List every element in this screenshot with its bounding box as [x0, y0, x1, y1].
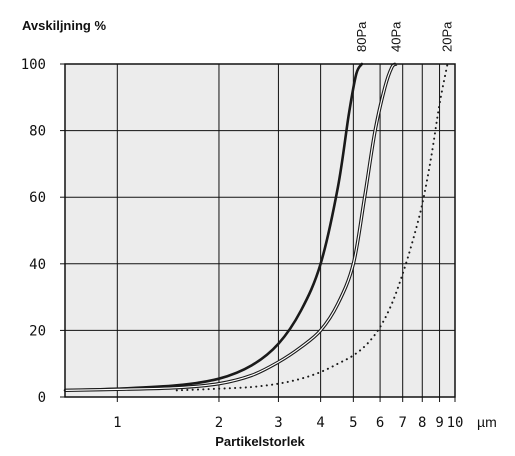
x-tick-label: 6 — [376, 415, 384, 431]
x-tick-label: 3 — [274, 415, 282, 431]
series-40pa: 40Pa — [64, 21, 403, 393]
x-tick-label: 8 — [418, 415, 426, 431]
series-label-80pa: 80Pa — [354, 21, 369, 52]
plot-frame — [64, 63, 456, 398]
y-tick-label: 60 — [29, 190, 46, 206]
y-axis-title: Avskiljning % — [22, 18, 106, 33]
series-line-inner-40pa — [64, 63, 397, 391]
series-20pa: 20Pa — [175, 21, 454, 392]
x-tick-label: 9 — [435, 415, 443, 431]
series-label-20pa: 20Pa — [439, 21, 454, 52]
x-tick-label: 10 — [447, 415, 464, 431]
series-line-20pa — [175, 63, 449, 392]
y-tick-label: 0 — [38, 390, 46, 406]
x-tick-label: 5 — [349, 415, 357, 431]
series-layer: 80Pa 40Pa 20Pa — [63, 21, 454, 393]
series-line-80pa — [63, 62, 364, 392]
x-axis-unit: µm — [477, 414, 497, 430]
y-tick-label: 80 — [29, 124, 46, 140]
x-tick-label: 2 — [215, 415, 223, 431]
y-tick-label: 40 — [29, 257, 46, 273]
plot-background — [65, 64, 455, 397]
series-label-40pa: 40Pa — [388, 21, 403, 52]
x-tick-label: 7 — [398, 415, 406, 431]
x-axis-title: Partikelstorlek — [215, 434, 305, 449]
x-tick-label: 4 — [316, 415, 324, 431]
x-tick-label: 1 — [113, 415, 121, 431]
y-tick-label: 100 — [21, 57, 46, 73]
series-80pa: 80Pa — [63, 21, 369, 392]
y-tick-label: 20 — [29, 323, 46, 339]
